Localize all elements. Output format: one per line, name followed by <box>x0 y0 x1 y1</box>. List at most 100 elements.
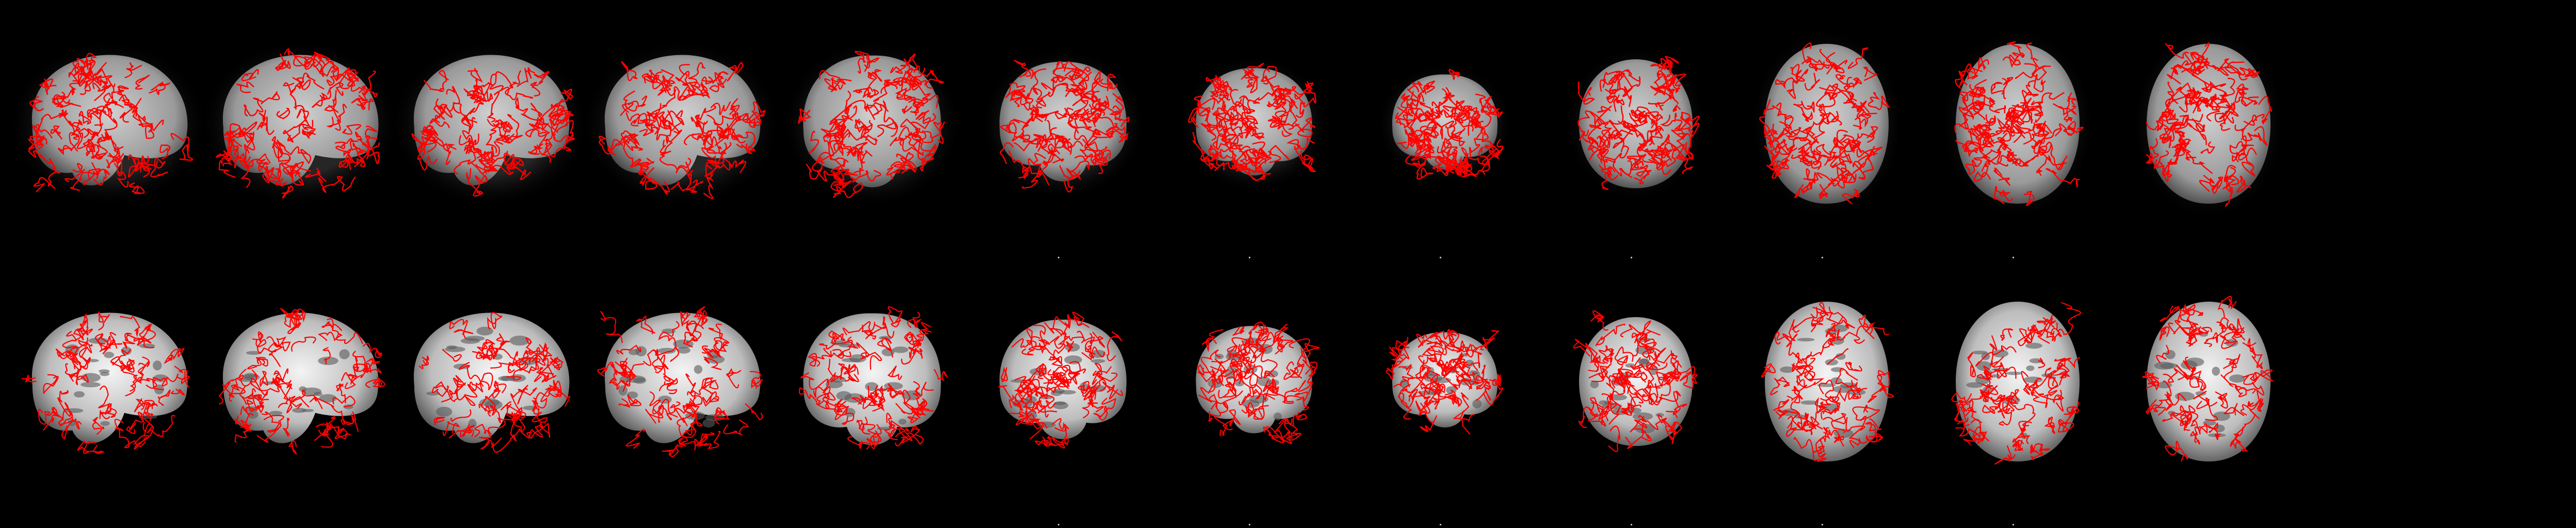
registration-contour <box>1443 137 1458 151</box>
registration-contour <box>2184 150 2213 174</box>
registration-contour <box>1455 105 1473 123</box>
registration-contour <box>865 104 889 120</box>
registration-contour <box>488 405 506 435</box>
registration-contour <box>1262 338 1294 351</box>
registration-contour <box>323 347 331 365</box>
registration-contour <box>255 339 281 367</box>
registration-contour <box>1009 411 1030 426</box>
registration-contour <box>424 70 449 92</box>
registration-contour <box>139 162 155 177</box>
registration-contour <box>1208 144 1239 169</box>
registration-contour <box>597 361 627 377</box>
registration-contour <box>1212 346 1239 378</box>
registration-contour <box>517 385 537 405</box>
registration-contour <box>264 416 282 433</box>
registration-contour <box>895 87 916 103</box>
registration-contour <box>1862 67 1877 81</box>
registration-contour <box>1008 393 1028 411</box>
registration-contour <box>1845 361 1862 372</box>
sulcus-shadow <box>702 419 715 428</box>
registration-contour <box>1011 118 1032 142</box>
registration-contour <box>1051 356 1063 367</box>
registration-contour <box>2200 141 2215 154</box>
sulcus-shadow <box>677 346 691 354</box>
registration-contour <box>2257 398 2264 412</box>
registration-contour <box>1819 84 1838 100</box>
registration-contour <box>1283 361 1302 380</box>
registration-contour <box>1660 149 1672 175</box>
registration-contour <box>125 104 142 122</box>
registration-contour <box>1098 146 1108 174</box>
registration-contour <box>441 102 455 118</box>
registration-contour <box>1775 73 1798 90</box>
registration-contour <box>1035 98 1046 109</box>
registration-contour <box>729 105 749 122</box>
registration-contour <box>2186 113 2205 133</box>
registration-contour <box>1973 100 2006 116</box>
registration-contour <box>1770 376 1791 395</box>
registration-contour <box>1836 328 1865 344</box>
registration-contour <box>1457 162 1477 177</box>
registration-contour <box>1023 400 1057 413</box>
registration-contour <box>1272 88 1298 110</box>
tick-mark <box>1440 257 1441 258</box>
registration-contour <box>2033 377 2062 401</box>
registration-contour <box>1641 343 1661 360</box>
registration-contour <box>1766 164 1782 179</box>
registration-contour <box>77 320 89 340</box>
registration-contour <box>1061 63 1089 81</box>
registration-contour <box>58 134 80 156</box>
registration-contour <box>1438 333 1463 353</box>
registration-contour <box>1442 93 1461 111</box>
registration-contour <box>1013 96 1028 107</box>
registration-contour <box>241 69 259 81</box>
registration-contour <box>2023 121 2046 145</box>
registration-contour <box>1959 90 1973 102</box>
registration-contour <box>243 392 263 409</box>
sulcus-shadow <box>1635 423 1655 434</box>
registration-contour <box>1794 179 1815 199</box>
registration-contour <box>608 372 626 390</box>
registration-contour <box>915 110 936 124</box>
registration-contour <box>2021 371 2032 395</box>
registration-contour <box>1408 391 1423 402</box>
registration-contour <box>703 130 721 150</box>
registration-contour <box>260 371 268 387</box>
sulcus-shadow <box>2005 371 2023 375</box>
registration-contour <box>1828 306 1855 329</box>
registration-contour <box>1621 407 1635 415</box>
sulcus-shadow <box>1059 390 1076 394</box>
registration-contour <box>218 151 236 178</box>
registration-contour <box>1822 323 1837 349</box>
registration-contour <box>1635 388 1658 405</box>
registration-contour <box>120 365 137 392</box>
registration-contour <box>2176 365 2195 381</box>
registration-contour <box>1786 127 1801 138</box>
registration-contour <box>1453 412 1474 435</box>
registration-contour <box>1064 61 1091 79</box>
sulcus-shadow <box>2195 391 2207 396</box>
registration-contour <box>911 76 931 107</box>
registration-contour <box>1411 146 1432 165</box>
registration-contour <box>2045 328 2065 335</box>
registration-contour <box>1828 149 1852 167</box>
registration-contour <box>1032 68 1046 95</box>
sulcus-shadow <box>319 394 337 403</box>
registration-contour <box>2010 109 2023 137</box>
registration-contour <box>1661 418 1677 440</box>
registration-contour <box>1074 153 1109 166</box>
sulcus-shadow <box>1464 359 1474 367</box>
registration-contour <box>2186 89 2202 100</box>
registration-contour <box>366 358 380 371</box>
registration-contour <box>633 160 650 174</box>
sulcus-shadow <box>153 374 168 382</box>
registration-contour <box>875 316 887 329</box>
registration-contour <box>120 316 140 337</box>
registration-contour <box>1660 112 1677 127</box>
registration-contour <box>255 399 269 409</box>
registration-contour <box>1068 311 1089 328</box>
registration-contour <box>1061 423 1069 446</box>
registration-contour <box>2030 444 2044 460</box>
tick-mark <box>1249 524 1250 525</box>
registration-contour <box>1846 382 1867 394</box>
